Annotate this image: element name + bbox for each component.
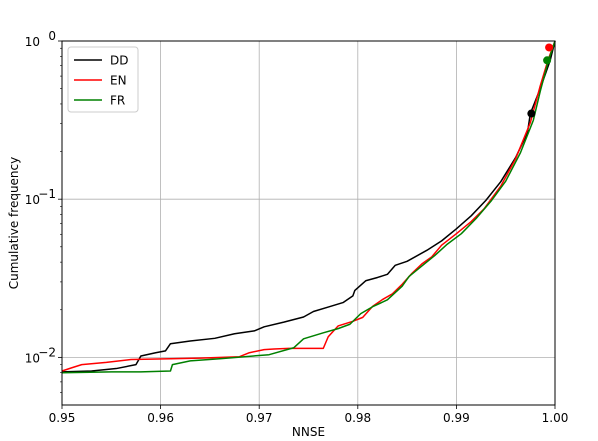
legend-label-en: EN [110,74,127,88]
x-tick-label: 0.99 [443,411,470,425]
series-markers [527,43,554,118]
y-tick-exponent: 0 [48,29,56,43]
y-axis: 10−210−110 0 [25,29,62,393]
series-lines [61,40,556,374]
series-marker-dd [527,109,536,118]
x-axis: 0.95 0.96 0.97 0.98 0.99 1.00 [49,405,569,425]
y-tick-label: 10 [25,35,40,49]
series-line-dd [61,40,556,373]
y-tick-label: 10 [25,193,40,207]
x-tick-label: 1.00 [542,411,569,425]
x-tick-label: 0.96 [147,411,174,425]
legend-label-fr: FR [110,94,125,108]
legend-label-dd: DD [110,54,128,68]
y-tick-exponent: −1 [38,187,56,201]
x-tick-label: 0.98 [344,411,371,425]
x-tick-label: 0.97 [246,411,273,425]
y-tick-exponent: −2 [38,345,56,359]
plot-frame [61,40,556,406]
y-axis-label: Cumulative frequency [7,157,21,290]
series-marker-fr [543,56,552,65]
legend: DD EN FR [67,46,139,113]
x-tick-label: 0.95 [49,411,76,425]
x-axis-label: NNSE [292,425,325,439]
series-line-fr [61,40,556,374]
series-line-en [61,40,556,372]
y-tick-label: 10 [25,351,40,365]
legend-box [67,46,139,113]
series-marker-en [545,43,554,52]
plot-background [62,41,555,405]
